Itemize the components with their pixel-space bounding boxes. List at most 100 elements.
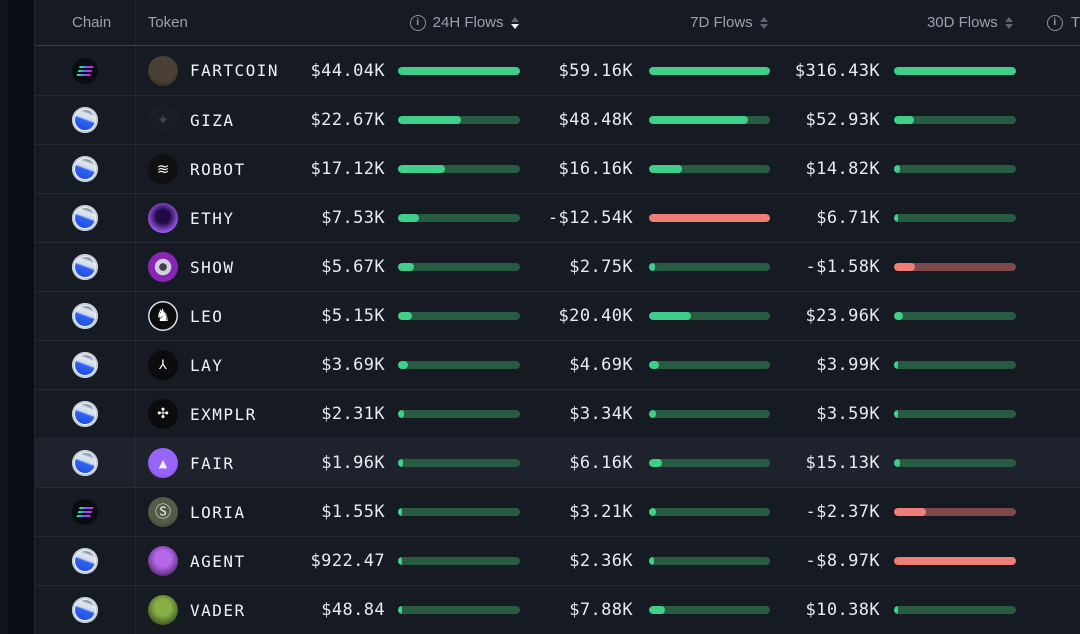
token-name: FAIR — [190, 453, 235, 473]
flow-7d-bar — [649, 263, 770, 271]
flow-30d-value: -$1.58K — [805, 257, 880, 277]
token-icon-glyph: ✦ — [156, 110, 170, 129]
token-row[interactable]: ▲ FAIR $1.96K $6.16K $15.13K — [35, 438, 1080, 487]
bar-fill — [398, 459, 404, 467]
bar-fill — [894, 606, 899, 614]
token-name: FARTCOIN — [190, 61, 280, 80]
token-row[interactable]: ✣ EXMPLR $2.31K $3.34K $3.59K — [35, 389, 1080, 438]
col-header-chain[interactable]: Chain — [72, 14, 112, 31]
base-chain-icon — [72, 254, 98, 280]
flow-24h-bar — [398, 66, 520, 75]
col-header-token[interactable]: Token — [147, 14, 188, 31]
flow-24h-bar — [398, 263, 520, 271]
bar-fill — [649, 165, 683, 173]
flow-7d-bar — [649, 606, 770, 614]
token-cell: ETHY — [135, 203, 290, 233]
col-header-partial[interactable]: i T — [1046, 14, 1080, 31]
bar-fill — [398, 361, 409, 369]
token-icon-glyph: ≋ — [156, 159, 170, 178]
flow-24h-bar — [398, 165, 520, 173]
sort-icon[interactable] — [759, 16, 768, 29]
bar-fill — [894, 557, 1016, 565]
token-cell: ✦ GIZA — [135, 105, 290, 135]
flow-30d-value: -$2.37K — [805, 502, 880, 522]
token-cell: ✣ EXMPLR — [135, 399, 290, 429]
token-row[interactable]: ⅄ LAY $3.69K $4.69K $3.99K — [35, 340, 1080, 389]
bar-fill — [398, 606, 402, 614]
token-icon — [148, 252, 178, 282]
token-row[interactable]: Ⓢ LORIA $1.55K $3.21K -$2.37K — [35, 487, 1080, 536]
bar-fill — [649, 116, 749, 124]
chain-cell — [35, 205, 135, 231]
token-icon — [148, 55, 178, 86]
flow-24h-bar — [398, 508, 520, 516]
chain-cell — [35, 156, 135, 182]
token-name: LORIA — [190, 502, 246, 522]
flow-7d-bar — [649, 557, 770, 565]
flow-7d-bar — [649, 410, 770, 418]
flow-24h-value: $2.31K — [321, 404, 385, 424]
token-row[interactable]: SHOW $5.67K $2.75K -$1.58K — [35, 242, 1080, 291]
chain-cell — [35, 499, 135, 525]
token-row[interactable]: FARTCOIN $44.04K $59.16K $316.43K — [35, 46, 1080, 95]
flow-24h-value: $44.04K — [310, 60, 385, 81]
sort-icon[interactable] — [510, 16, 519, 29]
token-row[interactable]: ✦ GIZA $22.67K $48.48K $52.93K — [35, 95, 1080, 144]
flow-7d-value: $3.21K — [569, 502, 633, 522]
info-icon[interactable]: i — [1046, 14, 1063, 31]
token-name: GIZA — [190, 110, 235, 130]
flow-7d-bar — [649, 508, 770, 516]
bar-fill — [398, 557, 402, 565]
bar-fill — [894, 459, 900, 467]
col-header-24h-flows[interactable]: i 24H Flows — [289, 14, 519, 31]
flow-7d-value: $7.88K — [569, 600, 633, 620]
token-row[interactable]: AGENT $922.47 $2.36K -$8.97K — [35, 536, 1080, 585]
flow-7d-value: -$12.54K — [547, 208, 633, 228]
flow-7d-value: $20.40K — [558, 306, 633, 326]
flow-30d-value: -$8.97K — [805, 551, 880, 571]
info-icon[interactable]: i — [409, 14, 426, 31]
bar-fill — [894, 116, 915, 124]
flow-7d-value: $59.16K — [558, 60, 633, 81]
sort-icon[interactable] — [1004, 16, 1013, 29]
bar-fill — [398, 410, 405, 418]
bar-fill — [649, 459, 662, 467]
flow-30d-bar — [894, 410, 1016, 418]
flow-30d-bar — [894, 116, 1016, 124]
bar-fill — [649, 312, 691, 320]
token-icon: ⅄ — [148, 350, 178, 380]
col-header-7d-flows[interactable]: 7D Flows — [519, 14, 768, 31]
flow-24h-bar — [398, 361, 520, 369]
token-row[interactable]: ≋ ROBOT $17.12K $16.16K $14.82K — [35, 144, 1080, 193]
flow-30d-bar — [894, 165, 1016, 173]
token-cell: AGENT — [135, 546, 290, 576]
base-chain-icon — [72, 205, 98, 231]
flow-7d-bar — [649, 459, 770, 467]
token-row[interactable]: ♞ LEO $5.15K $20.40K $23.96K — [35, 291, 1080, 340]
flow-7d-value: $16.16K — [558, 159, 633, 179]
chain-cell — [35, 597, 135, 623]
flow-24h-value: $17.12K — [310, 159, 385, 179]
token-row[interactable]: VADER $48.84 $7.88K $10.38K — [35, 585, 1080, 634]
bar-fill — [894, 263, 916, 271]
flow-7d-bar — [649, 361, 770, 369]
flow-24h-value: $48.84 — [321, 600, 385, 620]
bar-fill — [649, 410, 656, 418]
flow-7d-bar — [649, 66, 770, 75]
token-name: AGENT — [190, 551, 246, 571]
flow-30d-bar — [894, 508, 1016, 516]
token-icon: ✦ — [148, 105, 178, 135]
token-cell: VADER — [135, 595, 290, 625]
table-body: FARTCOIN $44.04K $59.16K $316.43K ✦ GIZA… — [35, 46, 1080, 634]
bar-fill — [398, 263, 414, 271]
token-cell: ♞ LEO — [135, 301, 290, 331]
flow-24h-value: $1.55K — [321, 502, 385, 522]
col-header-30d-flows[interactable]: 30D Flows — [768, 14, 1013, 31]
token-name: LEO — [190, 306, 224, 326]
flow-24h-value: $922.47 — [310, 551, 385, 571]
bar-fill — [894, 66, 1016, 75]
token-row[interactable]: ETHY $7.53K -$12.54K $6.71K — [35, 193, 1080, 242]
col-header-label: 7D Flows — [690, 14, 753, 31]
base-chain-icon — [72, 401, 98, 427]
